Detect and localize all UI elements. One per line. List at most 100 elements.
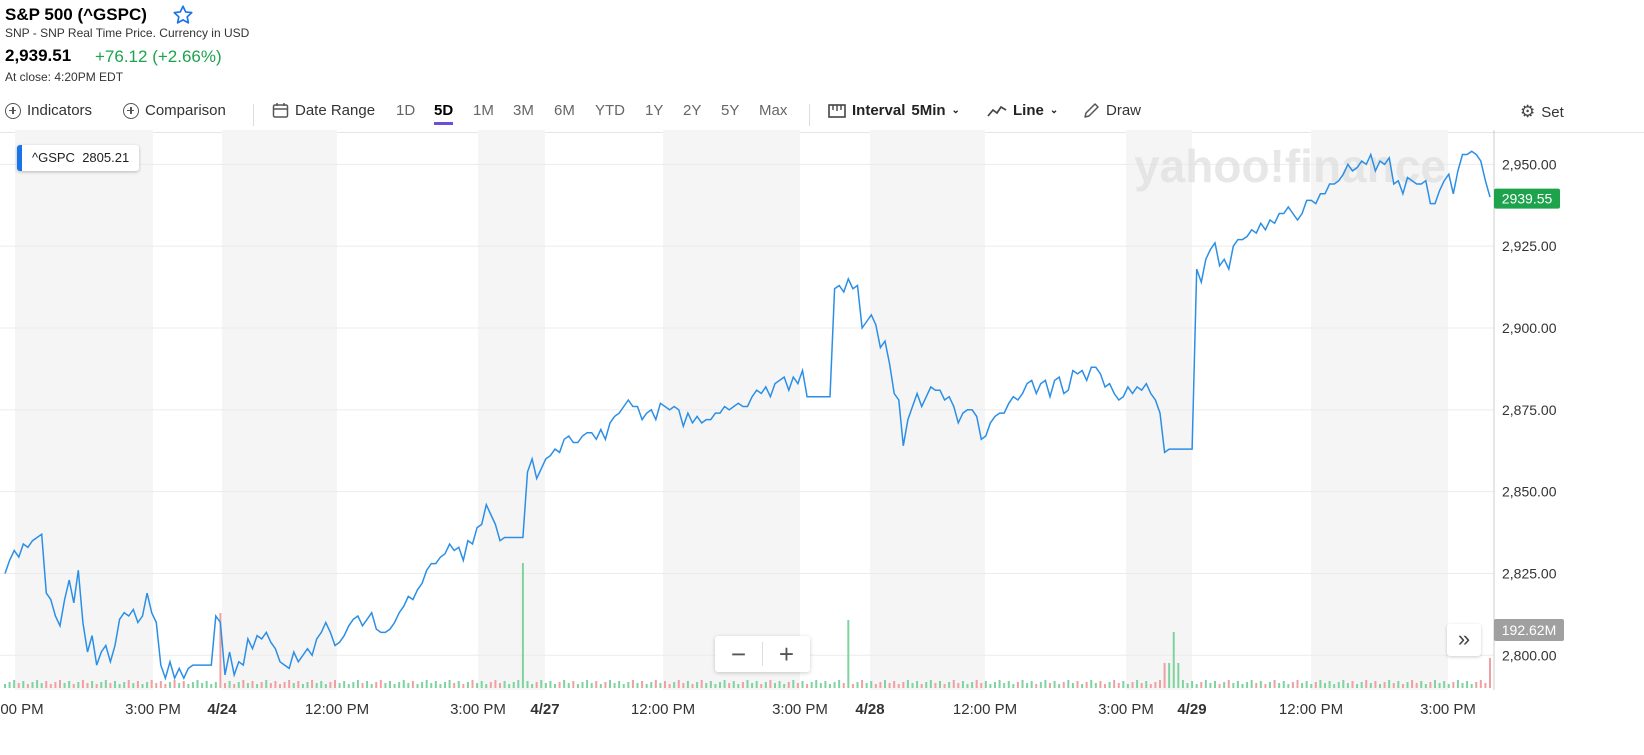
volume-bar [906,680,909,688]
y-tick-label: 2,925.00 [1502,238,1557,254]
volume-bar [796,683,799,688]
x-tick-label: 4/28 [855,701,884,718]
range-3m[interactable]: 3M [513,102,534,119]
volume-bar [13,680,16,688]
volume-bar [819,683,822,688]
volume-bar [1447,684,1450,688]
volume-bar [26,684,29,688]
volume-bar [1406,682,1409,688]
volume-bar [499,683,501,688]
volume-bar [641,681,644,688]
volume-bar [1090,680,1093,688]
range-6m[interactable]: 6M [554,102,575,119]
symbol-chip[interactable]: ^GSPC 2805.21 [17,145,140,171]
comparison-button[interactable]: Comparison [123,102,226,119]
volume-bar [650,682,653,688]
volume-bar [1434,680,1436,688]
date-range-button[interactable]: Date Range [272,102,375,119]
volume-bar [618,681,621,688]
volume-bar [769,680,772,688]
y-tick-label: 2,875.00 [1502,402,1557,418]
volume-bar [893,681,896,688]
volume-bar [480,681,483,688]
range-5d[interactable]: 5D [434,102,454,125]
volume-bar [1319,680,1322,688]
volume-bar [1126,684,1129,688]
chip-symbol: ^GSPC [32,150,75,165]
volume-bar [1333,684,1336,688]
range-ytd[interactable]: YTD [595,102,625,119]
price-line [4,150,1491,681]
last-price-tag: 2939.55 [1494,188,1560,209]
price-chart[interactable]: yahoo!finance 2,800.002,825.002,850.002,… [0,130,1644,755]
volume-bar [136,681,139,688]
volume-bar [1379,684,1381,688]
comparison-label: Comparison [145,102,226,119]
chevron-down-icon: ⌄ [951,105,960,116]
volume-bar [1159,680,1161,688]
interval-dropdown[interactable]: Interval 5Min ⌄ [828,102,960,119]
range-2y[interactable]: 2Y [683,102,702,119]
volume-bar [1456,680,1459,688]
volume-bar [219,613,222,688]
volume-bar [879,682,882,688]
volume-bar [425,680,428,688]
chart-type-label: Line [1013,102,1044,119]
volume-bar [874,684,877,688]
settings-button[interactable]: ⚙ Set [1520,102,1564,122]
chart-toolbar: Indicators Comparison Date Range 1D 5D 1… [0,98,1644,133]
volume-bar [434,681,437,688]
volume-bar [301,684,304,688]
chart-type-dropdown[interactable]: Line ⌄ [987,102,1058,119]
interval-value: 5Min [911,102,946,119]
x-axis-labels: 00 PM 3:00 PM 4/24 12:00 PM 3:00 PM 4/27 12:00… [0,701,1476,718]
volume-bar [778,681,781,688]
volume-bar [741,682,744,688]
indicators-button[interactable]: Indicators [5,102,92,119]
volume-bar [476,683,479,688]
expand-button[interactable]: » [1447,624,1481,656]
volume-bar [1269,682,1271,688]
volume-bar [306,682,309,688]
volume-bar [114,681,116,688]
plus-circle-icon [123,102,139,119]
volume-bar [182,681,185,688]
volume-bar [187,684,190,688]
volume-bar [444,682,446,688]
range-5y[interactable]: 5Y [721,102,740,119]
range-1y[interactable]: 1Y [645,102,664,119]
volume-bar [22,681,25,688]
volume-bar [829,684,831,688]
close-time: At close: 4:20PM EDT [5,70,124,84]
volume-bar [833,682,836,688]
volume-bar [1039,682,1042,688]
volume-bar [764,682,767,688]
zoom-out-button[interactable]: − [730,639,747,669]
volume-bar [897,684,900,688]
volume-bar [705,683,708,688]
volume-bar [118,684,121,688]
range-max[interactable]: Max [759,102,788,119]
volume-bar [1149,684,1152,688]
volume-bar [407,683,410,688]
volume-bar [1287,684,1290,688]
volume-bar [1113,680,1116,688]
draw-button[interactable]: Draw [1083,102,1141,119]
volume-bar [494,680,497,688]
volume-bar [801,681,804,688]
volume-bar [155,683,158,688]
volume-bar [810,682,813,688]
range-1d[interactable]: 1D [396,102,416,119]
volume-bar [297,681,300,688]
star-icon[interactable] [172,4,194,26]
range-1m[interactable]: 1M [473,102,494,119]
volume-bar [256,684,259,688]
volume-bar [838,680,841,688]
quote-change: +76.12 (+2.66%) [95,47,222,66]
volume-bar [1401,684,1404,688]
zoom-in-button[interactable]: + [778,639,795,669]
volume-bar [934,683,937,688]
volume-bar [196,680,199,688]
x-tick-label: 3:00 PM [1098,701,1154,718]
volume-bar [430,683,433,688]
